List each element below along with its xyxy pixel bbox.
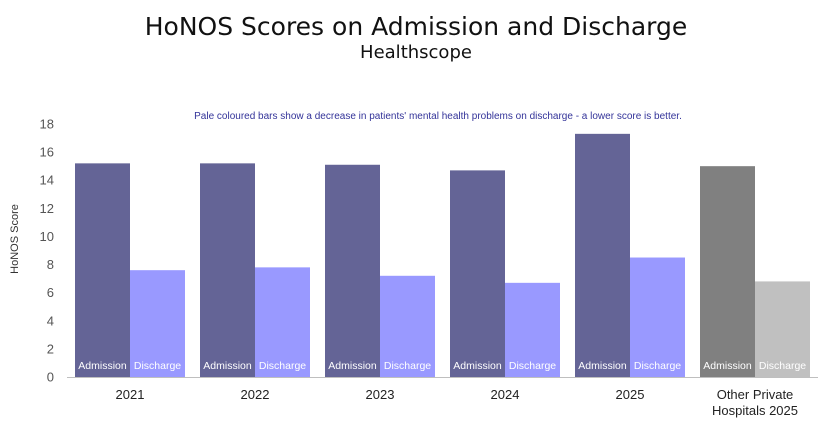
y-tick-label: 0	[47, 370, 54, 385]
admission-bar-label: Admission	[453, 360, 502, 372]
discharge-bar-label: Discharge	[134, 360, 181, 372]
admission-bar	[450, 170, 505, 377]
admission-bar-label: Admission	[578, 360, 627, 372]
admission-bar-label: Admission	[203, 360, 252, 372]
y-tick-label: 2	[47, 341, 54, 356]
y-axis-label: HoNOS Score	[9, 204, 21, 274]
discharge-bar-label: Discharge	[384, 360, 431, 372]
admission-bar	[200, 163, 255, 377]
chart-title: HoNOS Scores on Admission and Discharge	[145, 12, 687, 41]
discharge-bar-label: Discharge	[509, 360, 556, 372]
x-tick-label: 2024	[491, 387, 520, 402]
y-tick-label: 16	[40, 145, 54, 160]
y-tick-label: 14	[40, 173, 54, 188]
x-tick-label: 2023	[366, 387, 395, 402]
y-tick-label: 8	[47, 257, 54, 272]
admission-bar	[75, 163, 130, 377]
discharge-bar	[255, 267, 310, 377]
y-tick-label: 12	[40, 201, 54, 216]
admission-bar-label: Admission	[328, 360, 377, 372]
admission-bar	[575, 133, 630, 377]
chart-annotation: Pale coloured bars show a decrease in pa…	[194, 111, 682, 122]
bar-labels: Admission Discharge Admission Discharge Admi…	[78, 360, 806, 372]
discharge-bar	[380, 275, 435, 377]
admission-bar-label: Admission	[78, 360, 127, 372]
discharge-bar-label: Discharge	[634, 360, 681, 372]
discharge-bar	[755, 281, 810, 377]
x-tick-label: 2021	[116, 387, 145, 402]
y-tick-label: 10	[40, 229, 54, 244]
discharge-bar-label: Discharge	[759, 360, 806, 372]
y-tick-label: 18	[40, 117, 54, 132]
x-tick-label: 2022	[241, 387, 270, 402]
discharge-bar	[130, 270, 185, 377]
chart-subtitle: Healthscope	[360, 42, 472, 63]
x-axis-ticks: 2021 2022 2023 2024 2025 Other PrivateHospita…	[116, 387, 798, 418]
y-tick-label: 4	[47, 313, 54, 328]
discharge-bar	[630, 257, 685, 377]
x-tick-label: Other Private	[717, 387, 794, 402]
y-tick-label: 6	[47, 285, 54, 300]
admission-bar-label: Admission	[703, 360, 752, 372]
y-axis-ticks: 0 2 4 6 8 10 12 14 16 18	[40, 117, 54, 385]
admission-bar	[325, 164, 380, 377]
discharge-bar-label: Discharge	[259, 360, 306, 372]
x-tick-label: 2025	[616, 387, 645, 402]
discharge-bar	[505, 282, 560, 377]
admission-bar	[700, 166, 755, 377]
bars	[75, 133, 810, 377]
x-tick-label: Hospitals 2025	[712, 403, 798, 418]
